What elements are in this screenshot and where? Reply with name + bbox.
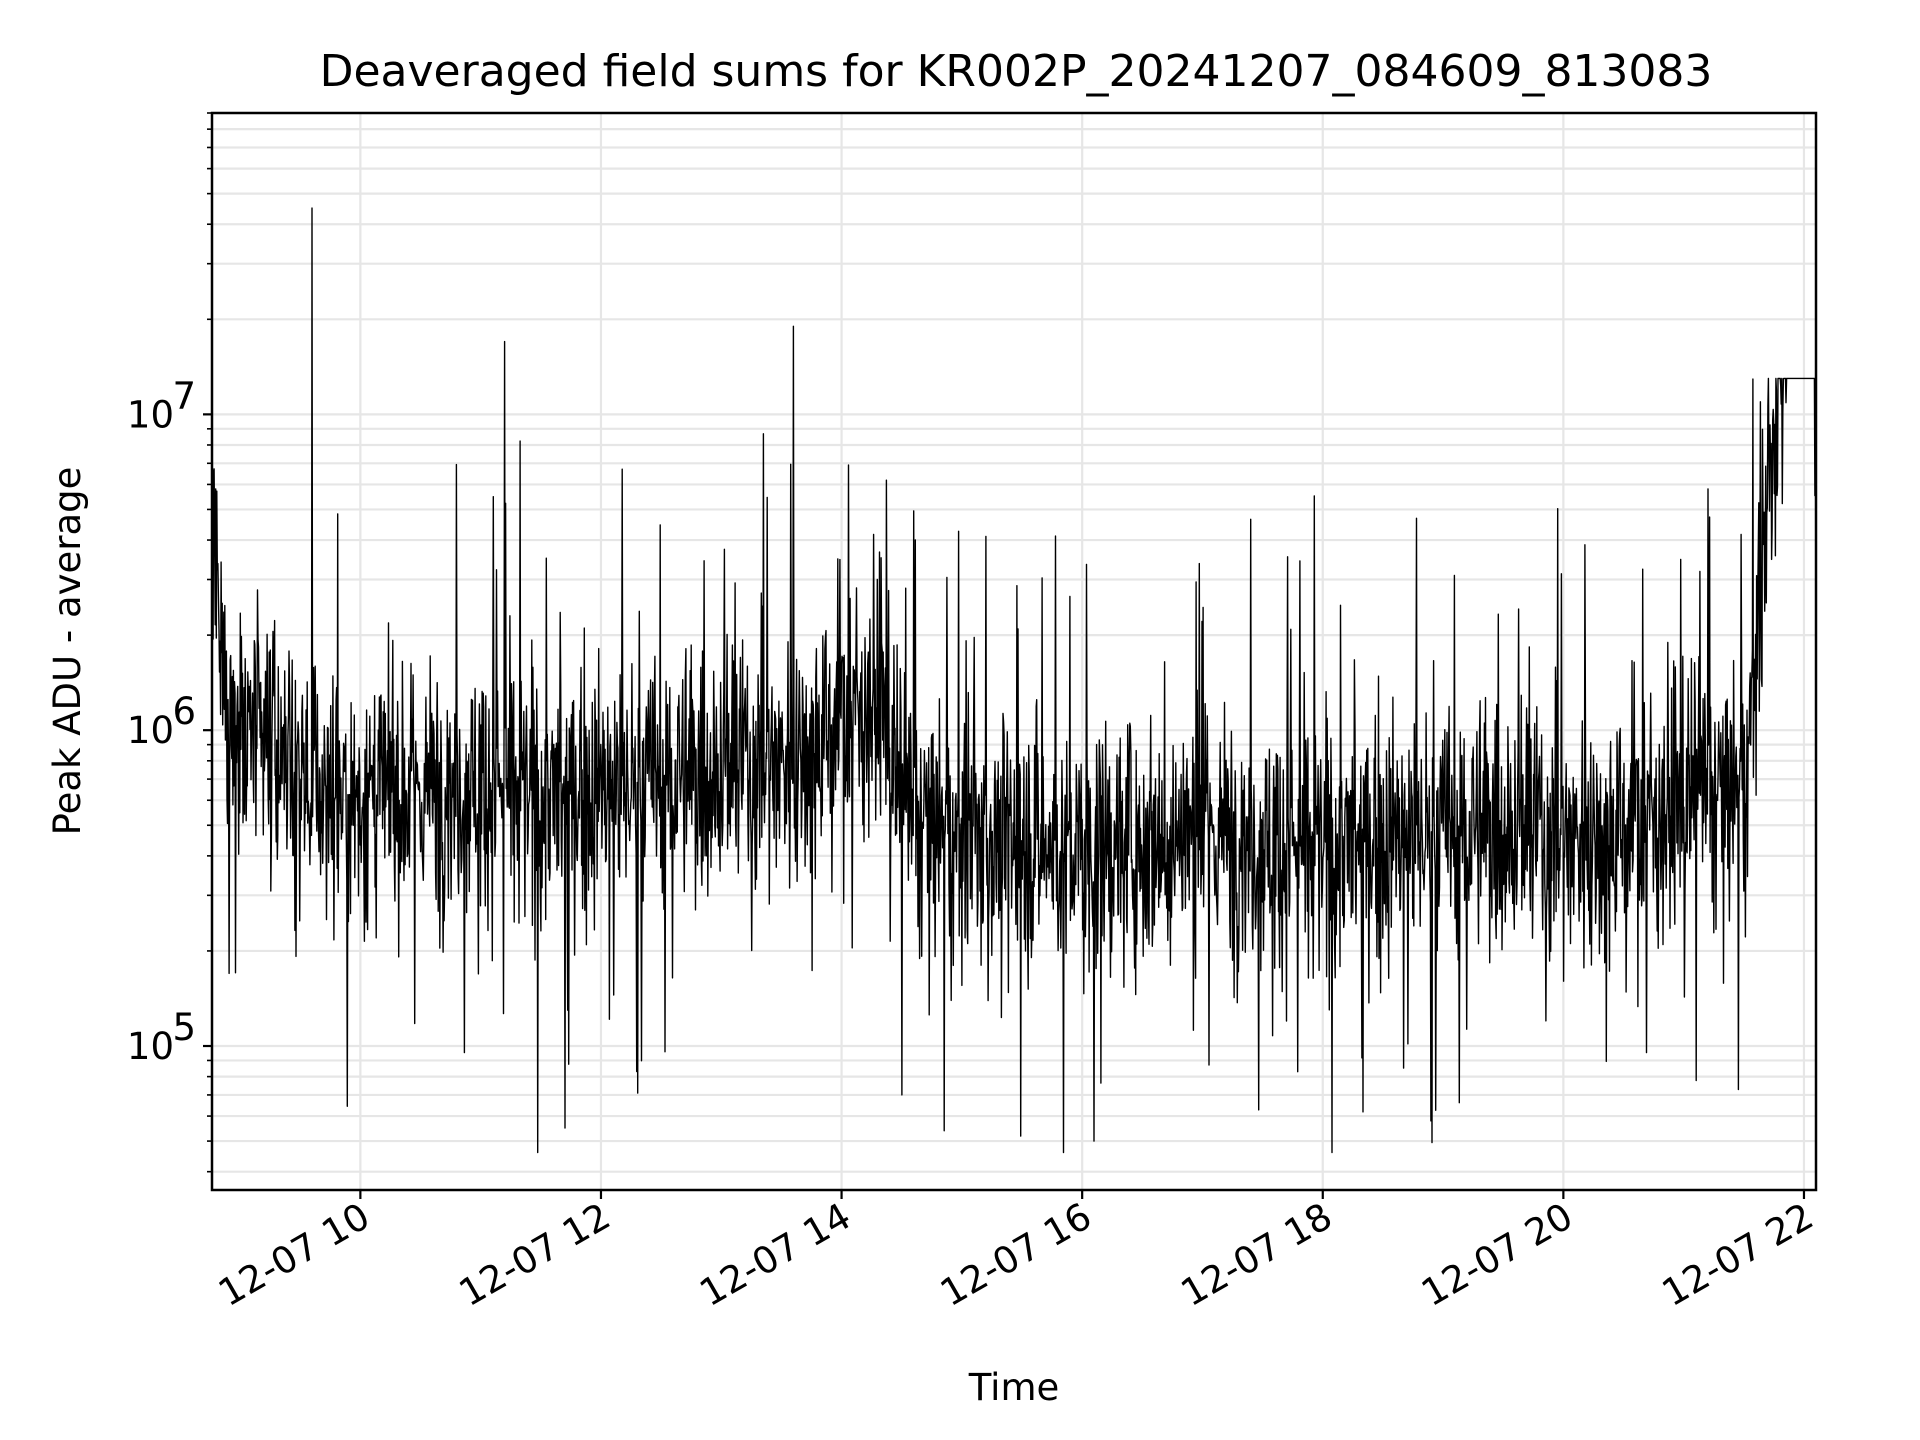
x-tick-label: 12-07 14 (692, 1195, 858, 1315)
y-axis-label: Peak ADU - average (46, 467, 89, 836)
y-tick-label: 10 (127, 709, 174, 752)
minor-gridlines (212, 111, 1816, 1173)
x-axis-ticks: 12-07 10 12-07 12 12-07 14 12-07 16 12-07 18… (211, 1190, 1820, 1315)
x-tick-label: 12-07 20 (1414, 1195, 1580, 1315)
x-tick-label: 12-07 10 (211, 1195, 377, 1315)
y-tick-label: 10 (127, 1025, 174, 1068)
major-gridlines-x (359, 113, 1806, 1190)
x-axis-label: Time (968, 1366, 1060, 1409)
x-tick-label: 12-07 18 (1174, 1195, 1340, 1315)
chart-title: Deaveraged field sums for KR002P_2024120… (320, 46, 1713, 97)
x-tick-label: 12-07 16 (933, 1195, 1099, 1315)
y-tick-exponent: 5 (172, 1006, 196, 1049)
x-tick-label: 12-07 22 (1655, 1195, 1821, 1315)
y-tick-exponent: 6 (172, 690, 196, 733)
series-line (211, 207, 1817, 1154)
x-tick-label: 12-07 12 (452, 1195, 618, 1315)
series-group (211, 207, 1817, 1154)
y-tick-exponent: 7 (172, 374, 196, 417)
y-tick-label: 10 (127, 393, 174, 436)
plot-frame (210, 111, 1818, 1192)
